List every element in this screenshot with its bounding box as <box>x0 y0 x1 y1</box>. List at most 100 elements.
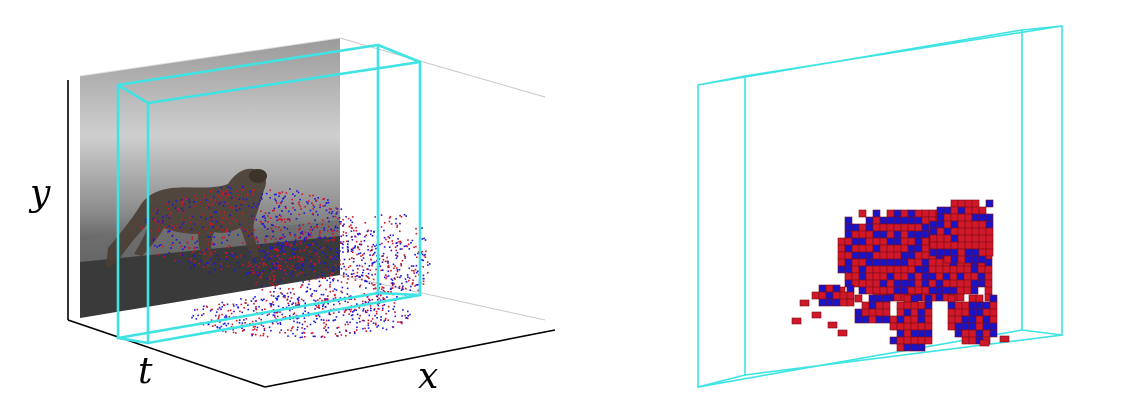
event-point <box>364 309 367 312</box>
voxel <box>865 265 874 274</box>
event-point <box>304 205 306 208</box>
event-point <box>313 263 315 265</box>
event-point <box>289 188 291 190</box>
event-point <box>176 224 179 227</box>
event-point <box>415 245 417 248</box>
event-point <box>374 322 377 325</box>
event-point <box>401 282 403 285</box>
event-point <box>277 261 279 263</box>
voxel <box>844 230 853 239</box>
event-point <box>390 223 393 225</box>
event-point <box>255 283 257 286</box>
voxel <box>846 284 855 293</box>
event-point <box>382 327 384 329</box>
event-point <box>350 314 353 317</box>
event-point <box>271 283 274 286</box>
event-point <box>336 208 339 210</box>
event-point <box>384 317 387 320</box>
event-point <box>369 299 371 302</box>
event-point <box>331 278 334 281</box>
event-point <box>315 304 317 307</box>
event-point <box>279 287 281 290</box>
event-point <box>293 320 295 323</box>
event-point <box>186 241 189 243</box>
event-point <box>207 236 210 238</box>
voxel <box>875 315 884 324</box>
event-point <box>240 303 243 306</box>
voxel <box>950 213 959 222</box>
event-point <box>377 307 379 310</box>
voxel <box>921 258 930 267</box>
event-point <box>390 282 393 284</box>
event-point <box>221 306 223 308</box>
event-point <box>300 208 302 210</box>
event-point <box>216 311 218 313</box>
event-point <box>354 279 357 281</box>
voxel <box>907 258 916 267</box>
event-point <box>253 229 256 231</box>
event-point <box>414 253 416 256</box>
event-point <box>280 220 283 222</box>
event-point <box>258 305 260 308</box>
event-point <box>403 254 406 256</box>
event-point <box>221 313 223 316</box>
voxel <box>865 223 874 232</box>
event-point <box>264 212 267 214</box>
event-point <box>184 246 186 248</box>
voxel <box>844 272 853 281</box>
event-point <box>287 335 289 337</box>
event-point <box>289 315 291 317</box>
event-point <box>367 268 369 271</box>
event-point <box>407 243 410 246</box>
event-point <box>314 308 316 310</box>
event-point <box>218 306 221 309</box>
voxel <box>942 286 951 295</box>
event-point <box>229 222 231 224</box>
event-point <box>408 248 411 250</box>
event-point <box>324 236 326 238</box>
event-point <box>289 309 291 312</box>
event-point <box>157 220 159 223</box>
event-point <box>287 258 290 261</box>
event-point <box>270 272 273 275</box>
event-point <box>273 311 276 314</box>
event-point <box>198 262 201 265</box>
voxel <box>903 343 912 352</box>
voxel <box>921 251 930 260</box>
event-point <box>360 243 363 246</box>
event-point <box>337 335 339 337</box>
voxel <box>957 234 966 243</box>
voxel-debris <box>799 299 810 307</box>
event-point <box>239 255 242 257</box>
voxel-cheetah <box>791 199 1010 352</box>
event-point <box>374 261 376 263</box>
event-point <box>153 238 155 240</box>
event-point <box>260 210 262 212</box>
event-point <box>353 257 355 260</box>
event-point <box>410 242 412 244</box>
event-point <box>224 192 227 195</box>
event-point <box>249 251 252 253</box>
event-point <box>239 223 241 225</box>
event-point <box>356 275 358 277</box>
event-point <box>413 270 415 272</box>
event-point <box>287 245 289 248</box>
voxel <box>914 237 923 246</box>
event-point <box>396 269 399 271</box>
voxel <box>825 298 834 307</box>
voxel <box>889 322 898 331</box>
voxel <box>928 272 937 281</box>
event-point <box>338 252 340 254</box>
voxel <box>924 329 933 338</box>
event-point <box>361 265 364 268</box>
event-point <box>207 243 209 245</box>
voxel <box>989 308 998 317</box>
event-point <box>171 244 173 246</box>
event-point <box>266 314 269 316</box>
event-point <box>384 319 386 321</box>
event-point <box>416 256 418 259</box>
event-point <box>189 262 191 264</box>
voxel <box>961 308 970 317</box>
event-point <box>258 266 260 268</box>
event-point <box>221 194 223 196</box>
